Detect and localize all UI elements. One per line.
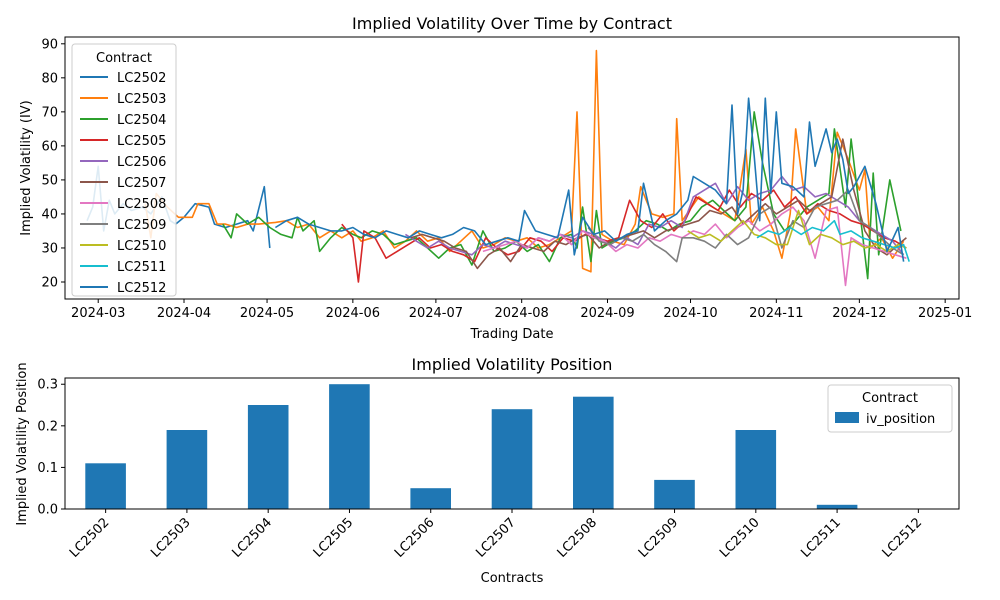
line-chart-legend: Contract LC2502LC2503LC2504LC2505LC2506L… (71, 43, 177, 297)
x-tick-label: 2024-10 (663, 306, 717, 321)
legend-label-lc2505: LC2505 (117, 134, 166, 149)
y-tick-label: 20 (41, 275, 58, 290)
bar-chart-frame (64, 377, 960, 510)
x-tick-label: 2024-03 (71, 306, 125, 321)
bar-lc2507 (491, 409, 533, 509)
line-chart-frame (64, 36, 960, 300)
legend-label-lc2510: LC2510 (117, 239, 166, 254)
y-tick-label: 0.2 (37, 419, 58, 434)
series-line-lc2506 (404, 175, 905, 256)
y-tick-label: 90 (41, 37, 58, 52)
y-tick-label: 0.3 (37, 378, 58, 393)
series-line-lc2507 (410, 138, 907, 270)
x-tick-label: 2024-07 (409, 306, 463, 321)
line-chart-axis-ticks: 2024-03 2024-04 2024-05 2024-06 2024-07 2024-… (41, 37, 972, 321)
line-chart-title: Implied Volatility Over Time by Contract (352, 14, 672, 33)
bar-lc2503 (166, 430, 208, 509)
bar-chart-x-axis-label: Contracts (481, 571, 544, 586)
line-chart-y-axis-label: Implied Volatility (IV) (19, 100, 34, 236)
bar-lc2502 (85, 463, 126, 509)
x-tick-label: 2024-05 (240, 306, 294, 321)
bar-chart-title: Implied Volatility Position (412, 355, 613, 374)
x-tick-label: 2024-06 (326, 306, 380, 321)
series-line-lc2510 (687, 209, 907, 253)
bar-chart-y-axis-label: Implied Volatility Position (15, 362, 30, 525)
series-line-lc2512 (274, 97, 905, 262)
bar-lc2509 (654, 479, 695, 509)
bar-chart-legend: Contract iv_position (827, 384, 953, 433)
x-tick-label: 2024-11 (749, 306, 803, 321)
series-line-lc2509 (587, 189, 905, 263)
line-chart-legend-title: Contract (96, 51, 152, 66)
bar-chart-legend-label: iv_position (866, 412, 935, 427)
x-tick-label: 2024-08 (495, 306, 549, 321)
y-tick-label: 60 (41, 139, 58, 154)
bar-lc2504 (247, 405, 289, 509)
series-line-lc2508 (482, 206, 907, 287)
bar-lc2508 (573, 396, 614, 509)
bar-lc2505 (329, 384, 370, 509)
y-tick-label: 70 (41, 105, 58, 120)
series-line-lc2503 (144, 49, 905, 273)
y-tick-label: 40 (41, 207, 58, 222)
y-tick-label: 80 (41, 71, 58, 86)
x-tick-label: 2024-09 (580, 306, 634, 321)
bar-lc2511 (816, 504, 858, 509)
legend-label-lc2502: LC2502 (117, 71, 166, 86)
y-tick-label: 0.0 (37, 503, 58, 518)
legend-label-lc2507: LC2507 (117, 176, 166, 191)
bar-chart-legend-swatch (835, 412, 859, 423)
bar-lc2510 (735, 430, 777, 509)
y-tick-label: 30 (41, 241, 58, 256)
bar-chart-bars (85, 384, 858, 509)
y-tick-label: 50 (41, 173, 58, 188)
y-tick-label: 0.1 (37, 461, 58, 476)
x-tick-label: 2025-01 (918, 306, 972, 321)
x-tick-label: 2024-12 (832, 306, 886, 321)
bar-chart-legend-title: Contract (862, 391, 918, 406)
legend-label-lc2506: LC2506 (117, 155, 166, 170)
legend-label-lc2509: LC2509 (117, 218, 166, 233)
line-chart-legend-items: LC2502 LC2503 LC2504 LC2505 LC2506 LC2507 LC25… (80, 71, 166, 296)
legend-label-lc2503: LC2503 (117, 92, 166, 107)
legend-label-lc2512: LC2512 (117, 281, 166, 296)
line-chart-legend-box (71, 43, 177, 297)
legend-label-lc2504: LC2504 (117, 113, 166, 128)
legend-label-lc2508: LC2508 (117, 197, 166, 212)
line-chart: Implied Volatility Over Time by Contract… (19, 14, 972, 342)
legend-label-lc2511: LC2511 (117, 260, 166, 275)
line-chart-x-axis-label: Trading Date (470, 327, 554, 342)
x-tick-label: 2024-04 (157, 306, 211, 321)
bar-lc2506 (410, 488, 451, 509)
